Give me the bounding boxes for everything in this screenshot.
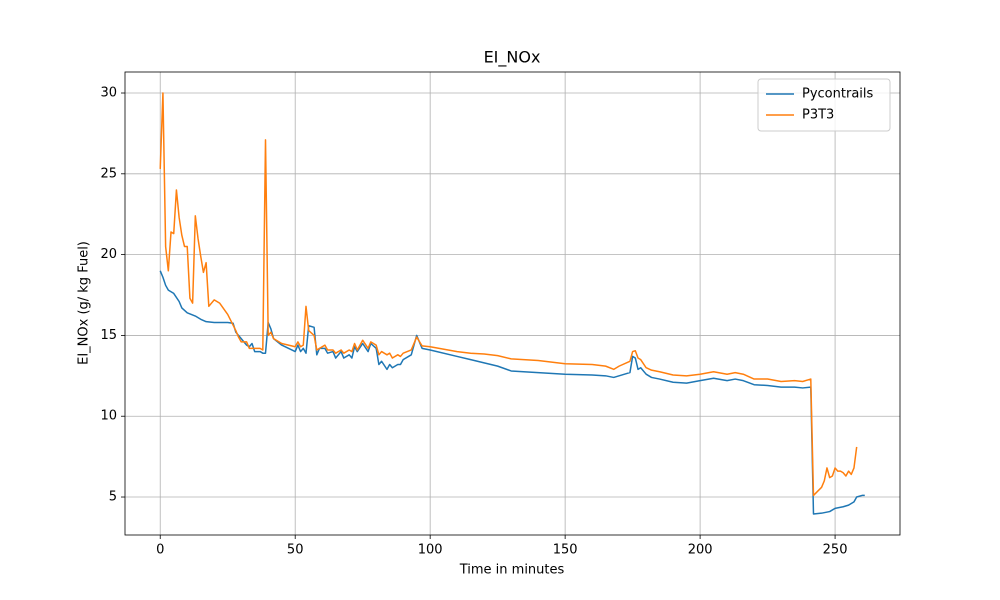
y-tick-label: 30 [100, 86, 117, 101]
x-tick-label: 100 [418, 543, 443, 558]
x-tick-label: 250 [823, 543, 848, 558]
x-tick-label: 150 [553, 543, 578, 558]
x-axis-label: Time in minutes [459, 563, 565, 578]
data-line [159, 270, 865, 515]
x-tick-label: 0 [156, 543, 164, 558]
y-tick-label: 10 [100, 409, 117, 424]
y-axis-label: EI_NOx (g/ kg Fuel) [77, 241, 92, 365]
legend-label: Pycontrails [802, 87, 874, 102]
chart-title: EI_NOx [484, 48, 541, 68]
legend-label: P3T3 [802, 108, 834, 123]
plot-frame [124, 71, 901, 536]
x-tick-label: 200 [688, 543, 713, 558]
y-tick-label: 5 [109, 490, 117, 505]
x-tick-label: 50 [287, 543, 304, 558]
y-tick-label: 20 [100, 247, 117, 262]
legend-box [757, 78, 891, 132]
y-tick-label: 15 [100, 328, 117, 343]
y-tick-label: 25 [100, 166, 117, 181]
data-line [159, 92, 858, 497]
